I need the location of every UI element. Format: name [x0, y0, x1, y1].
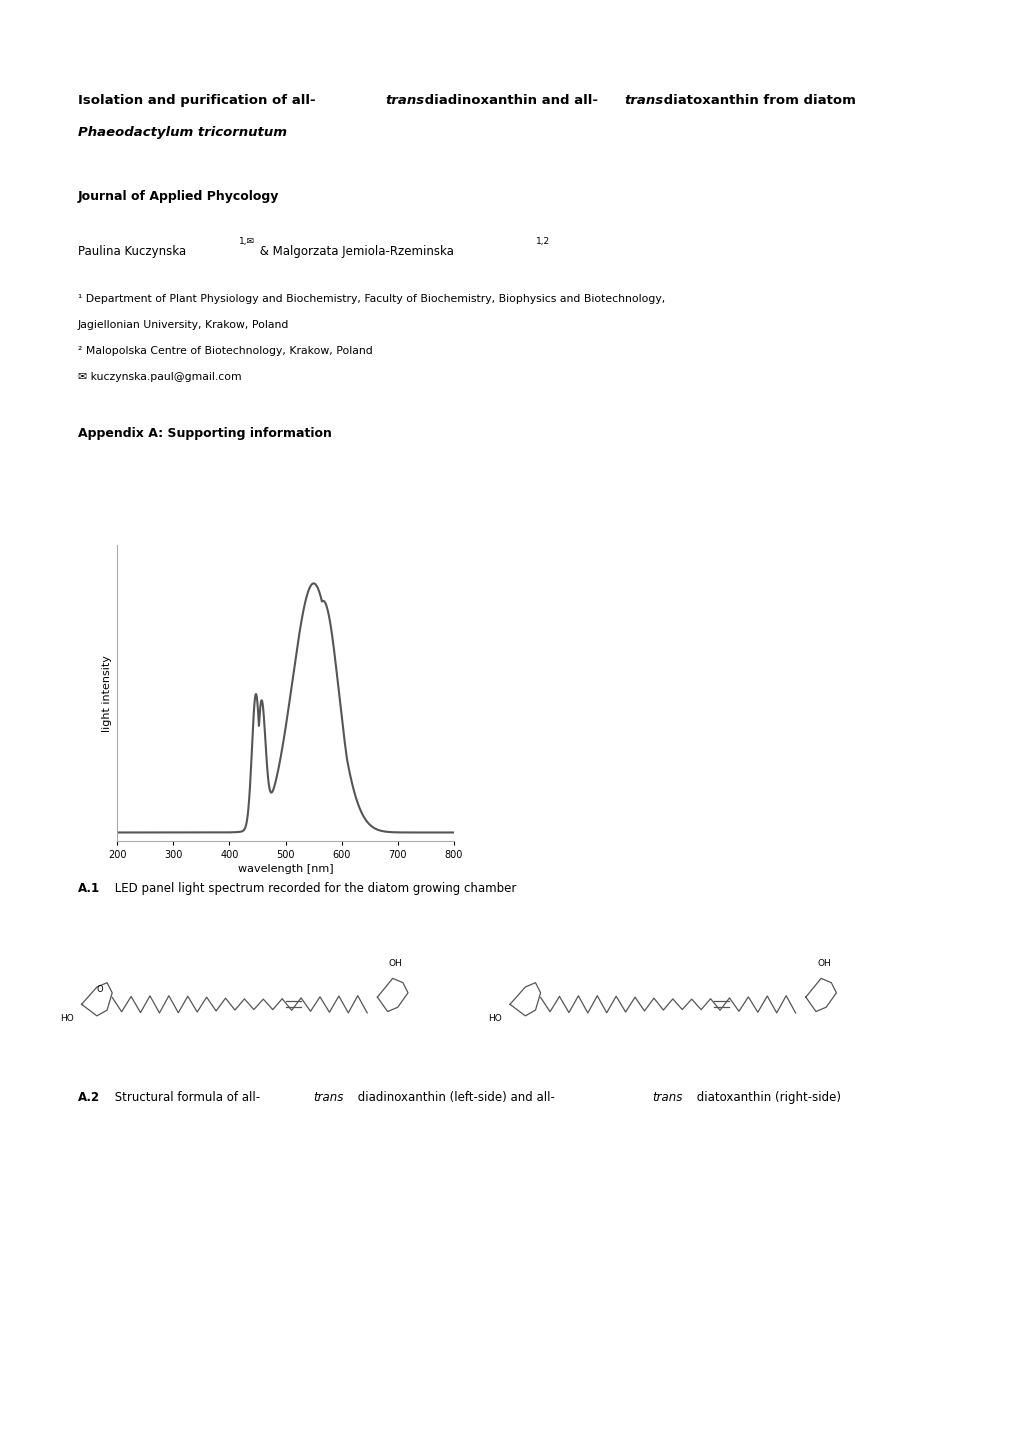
Text: trans: trans	[624, 94, 662, 107]
Text: ✉ kuczynska.paul@gmail.com: ✉ kuczynska.paul@gmail.com	[77, 372, 240, 382]
Text: diatoxanthin (right-side): diatoxanthin (right-side)	[692, 1091, 840, 1104]
Text: trans: trans	[385, 94, 424, 107]
Y-axis label: light intensity: light intensity	[102, 655, 112, 732]
Text: LED panel light spectrum recorded for the diatom growing chamber: LED panel light spectrum recorded for th…	[111, 882, 516, 895]
Text: diadinoxanthin (left-side) and all-: diadinoxanthin (left-side) and all-	[354, 1091, 554, 1104]
X-axis label: wavelength [nm]: wavelength [nm]	[237, 864, 333, 874]
Text: OH: OH	[388, 960, 403, 968]
Text: A.2: A.2	[77, 1091, 100, 1104]
Text: & Malgorzata Jemiola-Rzeminska: & Malgorzata Jemiola-Rzeminska	[256, 245, 453, 258]
Text: trans: trans	[313, 1091, 343, 1104]
Text: HO: HO	[488, 1014, 501, 1023]
Text: Jagiellonian University, Krakow, Poland: Jagiellonian University, Krakow, Poland	[77, 320, 288, 330]
Text: ¹ Department of Plant Physiology and Biochemistry, Faculty of Biochemistry, Biop: ¹ Department of Plant Physiology and Bio…	[77, 294, 664, 304]
Text: trans: trans	[651, 1091, 682, 1104]
Text: 1,✉: 1,✉	[238, 237, 255, 245]
Text: Isolation and purification of all-: Isolation and purification of all-	[77, 94, 315, 107]
Text: HO: HO	[60, 1014, 73, 1023]
Text: 1,2: 1,2	[535, 237, 549, 245]
Text: A.1: A.1	[77, 882, 100, 895]
Text: diatoxanthin from diatom: diatoxanthin from diatom	[658, 94, 855, 107]
Text: O: O	[97, 986, 103, 994]
Text: Structural formula of all-: Structural formula of all-	[111, 1091, 260, 1104]
Text: ² Malopolska Centre of Biotechnology, Krakow, Poland: ² Malopolska Centre of Biotechnology, Kr…	[77, 346, 372, 356]
Text: OH: OH	[816, 960, 830, 968]
Text: Phaeodactylum tricornutum: Phaeodactylum tricornutum	[77, 126, 286, 139]
Text: diadinoxanthin and all-: diadinoxanthin and all-	[420, 94, 598, 107]
Text: Appendix A: Supporting information: Appendix A: Supporting information	[77, 427, 331, 440]
Text: Paulina Kuczynska: Paulina Kuczynska	[77, 245, 185, 258]
Text: Journal of Applied Phycology: Journal of Applied Phycology	[77, 190, 278, 203]
